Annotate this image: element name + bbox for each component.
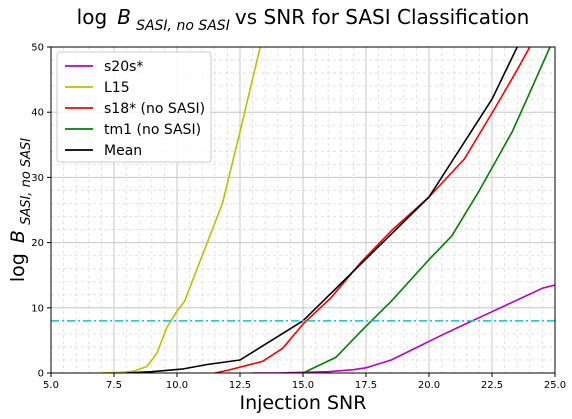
y-tick-label: 40	[31, 108, 44, 119]
y-axis-label: log B SASI, no SASI	[7, 138, 34, 282]
legend: s20s* L15 s18* (no SASI) tm1 (no SASI) Mean	[56, 51, 212, 163]
x-tick-label: 22.5	[481, 380, 503, 391]
x-tick-label: 25.0	[544, 380, 566, 391]
series-line-2	[214, 47, 531, 373]
ylabel-subscript: SASI, no SASI	[19, 138, 34, 225]
y-tick-label: 0	[38, 369, 44, 380]
series-line-3	[302, 47, 551, 373]
y-axis: 0 10 20 30 40 50	[31, 43, 51, 380]
series-line-1	[101, 47, 261, 373]
y-tick-label: 50	[31, 43, 44, 54]
y-tick-label: 20	[31, 238, 44, 249]
title-prefix: log	[77, 5, 108, 29]
ylabel-symbol: B	[7, 230, 29, 243]
x-tick-label: 20.0	[418, 380, 440, 391]
x-tick-label: 5.0	[43, 380, 59, 391]
series-layer	[51, 47, 555, 373]
x-axis: 5.0 7.5 10.0 12.5 15.0 17.5 20.0 22.5 25.0	[43, 373, 566, 391]
x-axis-label: Injection SNR	[240, 392, 367, 414]
x-tick-label: 17.5	[355, 380, 377, 391]
legend-label-2: s18* (no SASI)	[104, 101, 205, 117]
x-tick-label: 10.0	[166, 380, 188, 391]
series-line-0	[252, 284, 555, 373]
title-subscript: SASI, no SASI	[136, 18, 230, 34]
legend-items: s20s* L15 s18* (no SASI) tm1 (no SASI) Mean	[65, 59, 205, 159]
title-suffix: vs SNR for SASI Classification	[235, 5, 529, 29]
x-tick-label: 15.0	[292, 380, 314, 391]
chart-title: log B SASI, no SASI vs SNR for SASI Clas…	[77, 5, 530, 34]
x-tick-label: 12.5	[229, 380, 251, 391]
y-tick-label: 10	[31, 303, 44, 314]
series-line-4	[126, 47, 518, 373]
title-symbol: B	[117, 5, 131, 29]
x-tick-label: 7.5	[106, 380, 122, 391]
legend-box	[56, 51, 212, 163]
legend-label-1: L15	[104, 80, 130, 96]
legend-label-4: Mean	[104, 143, 142, 159]
legend-label-3: tm1 (no SASI)	[104, 122, 201, 138]
legend-label-0: s20s*	[104, 59, 143, 75]
y-tick-label: 30	[31, 173, 44, 184]
ylabel-prefix: log	[7, 253, 29, 282]
